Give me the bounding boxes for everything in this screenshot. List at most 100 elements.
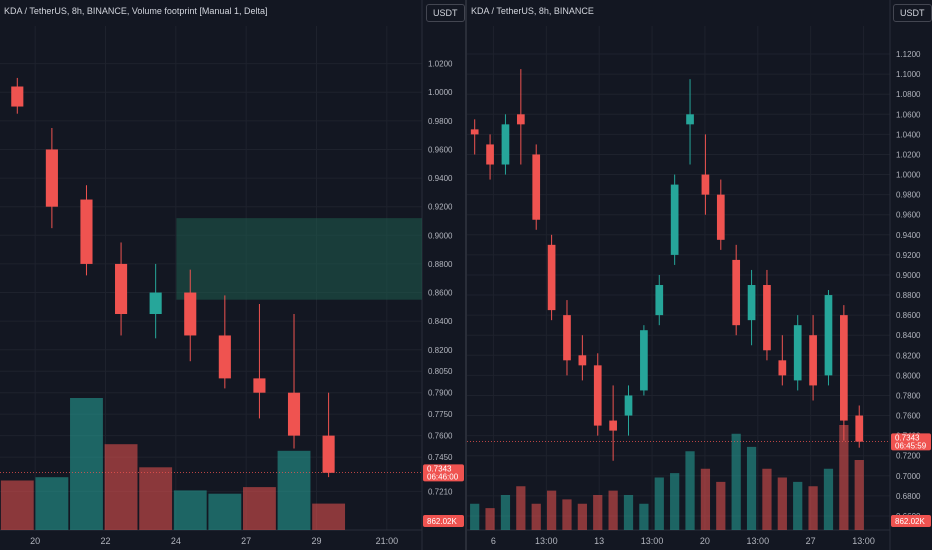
left-price-tick: 1.0000 xyxy=(428,88,453,97)
right-chart-canvas[interactable]: 1.1200 1.1000 1.0800 1.0600 1.0400 1.0200 1.00… xyxy=(467,0,932,550)
right-price-tick: 0.8200 xyxy=(896,351,921,360)
left-candle-body xyxy=(80,199,93,264)
right-time-tick: 13:00 xyxy=(641,536,664,546)
right-volume-bar xyxy=(639,503,649,530)
left-volume-bar xyxy=(35,477,69,530)
right-candle-body xyxy=(840,315,848,421)
right-volume-bar xyxy=(654,477,664,530)
left-volume-bar xyxy=(242,487,276,530)
left-last-price-label: 0.7343 xyxy=(427,464,452,473)
right-candle-body xyxy=(609,420,617,431)
left-price-tick: 0.8400 xyxy=(428,317,453,326)
right-volume-bar xyxy=(546,490,557,530)
right-candle-body xyxy=(716,194,725,240)
left-volume-bar xyxy=(104,444,138,530)
right-candle-body xyxy=(470,129,479,135)
left-volume-bar xyxy=(0,480,34,530)
right-price-tick: 0.9800 xyxy=(896,191,921,200)
left-candle-body xyxy=(115,263,128,314)
left-volume-bar xyxy=(139,467,173,530)
right-price-tick: 1.0600 xyxy=(896,110,921,119)
right-last-price-label: 0.7343 xyxy=(895,433,920,442)
left-time-tick: 29 xyxy=(311,536,321,546)
left-countdown-label: 06:46:00 xyxy=(427,472,459,481)
right-volume-bar xyxy=(716,481,726,530)
left-highlight-zone xyxy=(176,218,422,300)
right-price-tick: 0.8400 xyxy=(896,331,921,340)
right-candle-body xyxy=(547,244,556,311)
right-volume-bar xyxy=(577,503,587,530)
right-candle-body xyxy=(732,259,741,326)
left-chart-canvas[interactable]: 1.0200 1.0000 0.9800 0.9600 0.9400 0.9200 0.90… xyxy=(0,0,465,550)
right-time-tick: 27 xyxy=(806,536,816,546)
left-candle-body xyxy=(253,378,266,393)
left-price-tick: 0.9000 xyxy=(428,231,453,240)
right-candle-body xyxy=(563,315,571,361)
right-time-tick: 13:00 xyxy=(747,536,770,546)
left-price-tick: 0.7900 xyxy=(428,389,453,398)
right-candle-body xyxy=(655,285,664,316)
right-time-tick: 13 xyxy=(594,536,604,546)
right-volume-label-box xyxy=(891,515,931,527)
right-volume-bar xyxy=(470,503,480,530)
left-volume-bar xyxy=(277,450,311,530)
right-candle-body xyxy=(686,114,694,125)
left-time-tick: 20 xyxy=(30,536,40,546)
left-chart-title: KDA / TetherUS, 8h, BINANCE, Volume foot… xyxy=(4,6,268,16)
right-volume-bar xyxy=(593,495,603,530)
right-price-tick: 1.1200 xyxy=(896,50,921,59)
right-candle-body xyxy=(747,285,756,321)
right-price-tick: 0.7800 xyxy=(896,391,921,400)
right-candle-body xyxy=(763,285,771,351)
pane-divider[interactable] xyxy=(465,0,467,550)
right-volume-bar xyxy=(777,477,787,530)
right-candle-body xyxy=(486,144,494,165)
right-chart-pane[interactable]: 1.1200 1.1000 1.0800 1.0600 1.0400 1.0200 1.00… xyxy=(467,0,932,550)
right-volume-bar xyxy=(793,481,803,530)
right-volume-bar xyxy=(500,495,511,530)
right-volume-bar xyxy=(623,495,634,530)
left-price-tick: 0.8200 xyxy=(428,346,453,355)
left-candle-body xyxy=(45,149,58,207)
right-candle-body xyxy=(624,395,633,416)
right-volume-bar xyxy=(485,508,495,530)
right-candle-body xyxy=(516,114,525,125)
right-price-tick: 0.9000 xyxy=(896,271,921,280)
left-candle-body xyxy=(218,335,231,379)
left-volume-bar xyxy=(208,493,242,530)
left-candle-body xyxy=(11,86,24,107)
left-candle-body xyxy=(149,292,162,314)
right-volume-bar xyxy=(762,468,772,530)
right-candle-body xyxy=(578,355,587,366)
right-price-tick: 1.0200 xyxy=(896,150,921,159)
right-price-tick: 0.9600 xyxy=(896,211,921,220)
left-chart-pane[interactable]: 1.0200 1.0000 0.9800 0.9600 0.9400 0.9200 0.90… xyxy=(0,0,465,550)
right-price-tick: 1.0800 xyxy=(896,90,921,99)
right-volume-bar xyxy=(839,425,849,530)
left-currency-button[interactable]: USDT xyxy=(426,4,465,22)
right-candle-body xyxy=(670,184,679,255)
left-price-tick: 0.7600 xyxy=(428,432,453,441)
right-volume-bar xyxy=(746,446,757,530)
left-volume-label-box xyxy=(423,515,464,527)
right-volume-bar xyxy=(808,486,818,530)
left-price-tick: 0.8800 xyxy=(428,260,453,269)
left-last-price-box xyxy=(423,464,464,482)
right-price-tick: 0.9400 xyxy=(896,231,921,240)
right-currency-button[interactable]: USDT xyxy=(893,4,932,22)
right-price-tick: 1.0400 xyxy=(896,130,921,139)
right-volume-bar xyxy=(516,486,526,530)
right-price-tick: 0.7600 xyxy=(896,412,921,421)
left-price-tick: 0.8050 xyxy=(428,367,453,376)
right-candle-body xyxy=(778,360,787,376)
right-candle-body xyxy=(824,295,833,376)
left-price-tick: 0.9400 xyxy=(428,174,453,183)
left-time-tick: 22 xyxy=(100,536,110,546)
right-candle-body xyxy=(593,365,602,426)
left-time-tick: 27 xyxy=(241,536,251,546)
right-candle-body xyxy=(855,415,864,442)
left-price-tick: 0.7450 xyxy=(428,453,453,462)
left-price-tick: 0.9800 xyxy=(428,117,453,126)
right-volume-label: 862.02K xyxy=(895,517,925,526)
left-price-tick: 0.8600 xyxy=(428,289,453,298)
